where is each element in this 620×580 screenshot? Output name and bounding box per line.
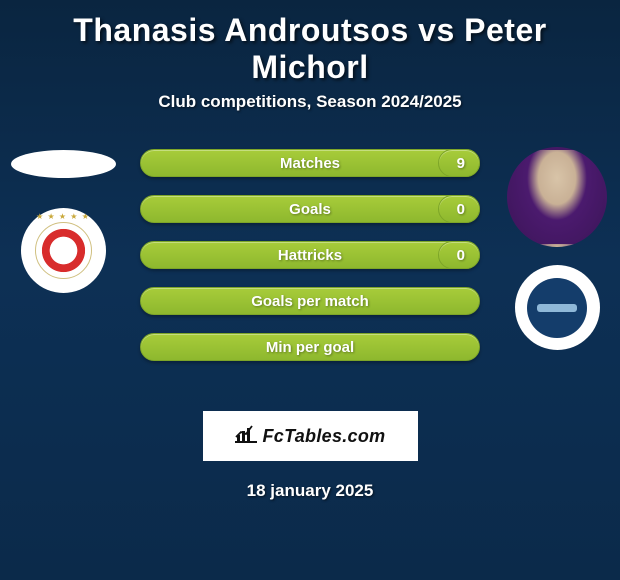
stats-area: Matches 9 Goals 0 Hattricks 0 Goals per … <box>0 147 620 361</box>
page-subtitle: Club competitions, Season 2024/2025 <box>0 92 620 112</box>
right-player-column <box>502 147 612 350</box>
stat-pill-goals: Goals 0 <box>140 195 480 223</box>
stat-label: Matches <box>280 155 340 172</box>
stat-pill-min-per-goal: Min per goal <box>140 333 480 361</box>
page-title: Thanasis Androutsos vs Peter Michorl <box>0 0 620 92</box>
left-player-photo <box>11 150 116 178</box>
chart-icon <box>235 425 257 448</box>
right-club-badge <box>515 265 600 350</box>
stat-label: Goals per match <box>251 293 369 310</box>
stat-pill-goals-per-match: Goals per match <box>140 287 480 315</box>
branding-text: FcTables.com <box>263 426 386 447</box>
stat-value: 9 <box>457 155 465 172</box>
left-club-badge <box>21 208 106 293</box>
date-label: 18 january 2025 <box>0 481 620 501</box>
stat-value: 0 <box>457 247 465 264</box>
stat-pill-matches: Matches 9 <box>140 149 480 177</box>
left-player-column <box>8 147 118 293</box>
stat-pill-hattricks: Hattricks 0 <box>140 241 480 269</box>
stat-label: Min per goal <box>266 339 354 356</box>
right-player-photo <box>507 147 607 247</box>
stat-pill-list: Matches 9 Goals 0 Hattricks 0 Goals per … <box>140 147 480 361</box>
stat-label: Goals <box>289 201 331 218</box>
branding-box: FcTables.com <box>203 411 418 461</box>
stat-label: Hattricks <box>278 247 342 264</box>
stat-value: 0 <box>457 201 465 218</box>
